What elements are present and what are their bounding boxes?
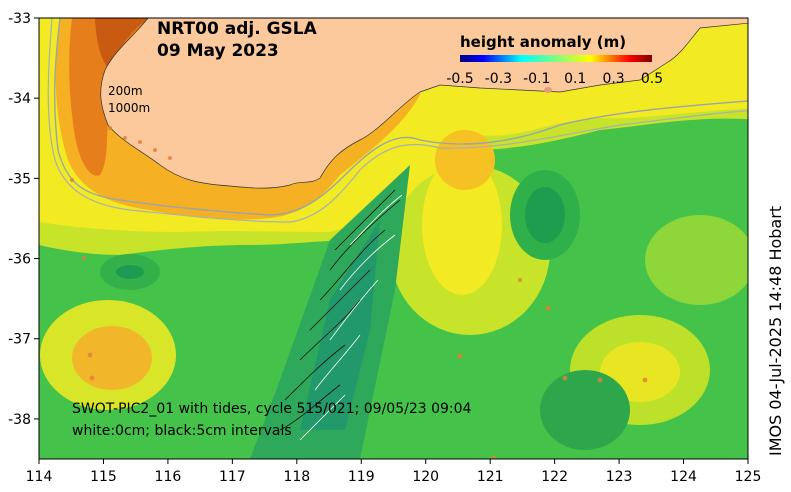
lon-tick-label: 123: [606, 469, 633, 485]
lon-tick-label: 121: [477, 469, 504, 485]
lat-tick-label: -35: [8, 171, 31, 187]
lon-tick-label: 124: [670, 469, 697, 485]
cool-eddy-east-core: [525, 187, 565, 243]
marker-dot: [168, 156, 172, 160]
lon-tick-label: 114: [26, 469, 53, 485]
lon-tick-label: 116: [155, 469, 182, 485]
lon-tick-label: 117: [219, 469, 246, 485]
isobath-label-1000m: 1000m: [108, 101, 150, 115]
colorbar-title: height anomaly (m): [460, 33, 626, 51]
marker-dot: [597, 377, 603, 383]
plot-frame: [38, 17, 749, 460]
cool-eddy-west-core: [116, 265, 144, 279]
isobath-1000m: [47, 18, 748, 223]
swath-caption: SWOT-PIC2_01 with tides, cycle 515/021; …: [72, 401, 472, 417]
map-plot-area: NRT00 adj. GSLA 09 May 2023 200m 1000m S…: [39, 18, 748, 459]
longitude-axis: 114 115 116 117 118 119 120 121 122 123 124 125: [26, 459, 762, 485]
lon-tick-label: 118: [283, 469, 310, 485]
marker-dot: [87, 352, 93, 358]
lon-tick-label: 122: [541, 469, 568, 485]
colorbar-tick-label: -0.3: [485, 71, 512, 87]
lon-tick-label: 115: [90, 469, 117, 485]
colorbar-tick-label: -0.1: [523, 71, 550, 87]
lon-tick-label: 125: [735, 469, 762, 485]
marker-dot: [89, 375, 95, 381]
marker-dot: [123, 136, 127, 140]
anomaly-core-dark: [95, 18, 150, 70]
map-title: NRT00 adj. GSLA: [157, 19, 318, 39]
isobath-label-200m: 200m: [108, 84, 143, 98]
marker-dot: [153, 148, 157, 152]
coastal-lake-marker: [544, 87, 552, 93]
cool-eddy-southeast: [540, 370, 630, 450]
warm-eddy-far-east: [645, 215, 748, 305]
colorbar-tick-label: -0.5: [446, 71, 473, 87]
contour-black: [279, 189, 401, 431]
marker-dot: [491, 455, 497, 459]
warm-eddy-west-core: [72, 326, 152, 390]
colorbar-tick-label: 0.1: [564, 71, 586, 87]
marker-dot: [518, 278, 522, 282]
marker-dot: [457, 353, 463, 359]
lon-tick-label: 120: [412, 469, 439, 485]
marker-dot: [642, 377, 648, 383]
marker-dot: [562, 375, 568, 381]
colorbar-swatch: [460, 55, 652, 62]
colorbar-tick-label: 0.5: [641, 71, 663, 87]
marker-dot: [82, 256, 86, 260]
lat-tick-label: -38: [8, 412, 31, 428]
colorbar-tick-label: 0.3: [602, 71, 624, 87]
marker-dot: [138, 140, 142, 144]
map-date: 09 May 2023: [157, 41, 279, 61]
marker-dot: [545, 305, 551, 311]
warm-eddy-north-core: [435, 130, 495, 190]
contour-caption: white:0cm; black:5cm intervals: [72, 423, 292, 439]
marker-dot: [108, 126, 112, 130]
drifter-markers: [70, 126, 648, 459]
contour-white: [299, 194, 403, 441]
warm-eddy-east-core: [422, 155, 502, 295]
lat-tick-label: -37: [8, 332, 31, 348]
credit-text: IMOS 04-Jul-2025 14:48 Hobart: [766, 206, 785, 456]
colorbar: height anomaly (m) -0.5 -0.3 -0.1 0.1 0.3 0.5: [446, 33, 663, 87]
isobath-200m: [53, 18, 748, 216]
swot-swath-core: [300, 220, 380, 430]
lat-tick-label: -36: [8, 252, 31, 268]
lat-tick-label: -33: [8, 11, 31, 27]
lon-tick-label: 119: [348, 469, 375, 485]
swath-contours: [279, 189, 403, 441]
latitude-axis: -33 -34 -35 -36 -37 -38: [8, 11, 39, 428]
marker-dot: [70, 178, 74, 182]
colorbar-ticks: -0.5 -0.3 -0.1 0.1 0.3 0.5: [446, 71, 663, 87]
lat-tick-label: -34: [8, 91, 31, 107]
